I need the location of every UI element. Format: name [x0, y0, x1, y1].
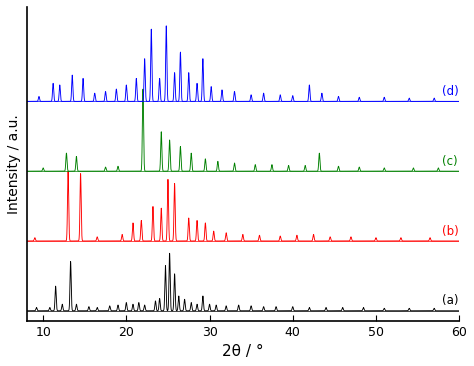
Text: (a): (a) — [442, 295, 459, 307]
Text: (b): (b) — [442, 225, 459, 238]
Text: (c): (c) — [442, 155, 458, 168]
X-axis label: 2θ / °: 2θ / ° — [222, 344, 264, 359]
Text: (d): (d) — [442, 85, 459, 98]
Y-axis label: Intensity / a.u.: Intensity / a.u. — [7, 114, 21, 214]
